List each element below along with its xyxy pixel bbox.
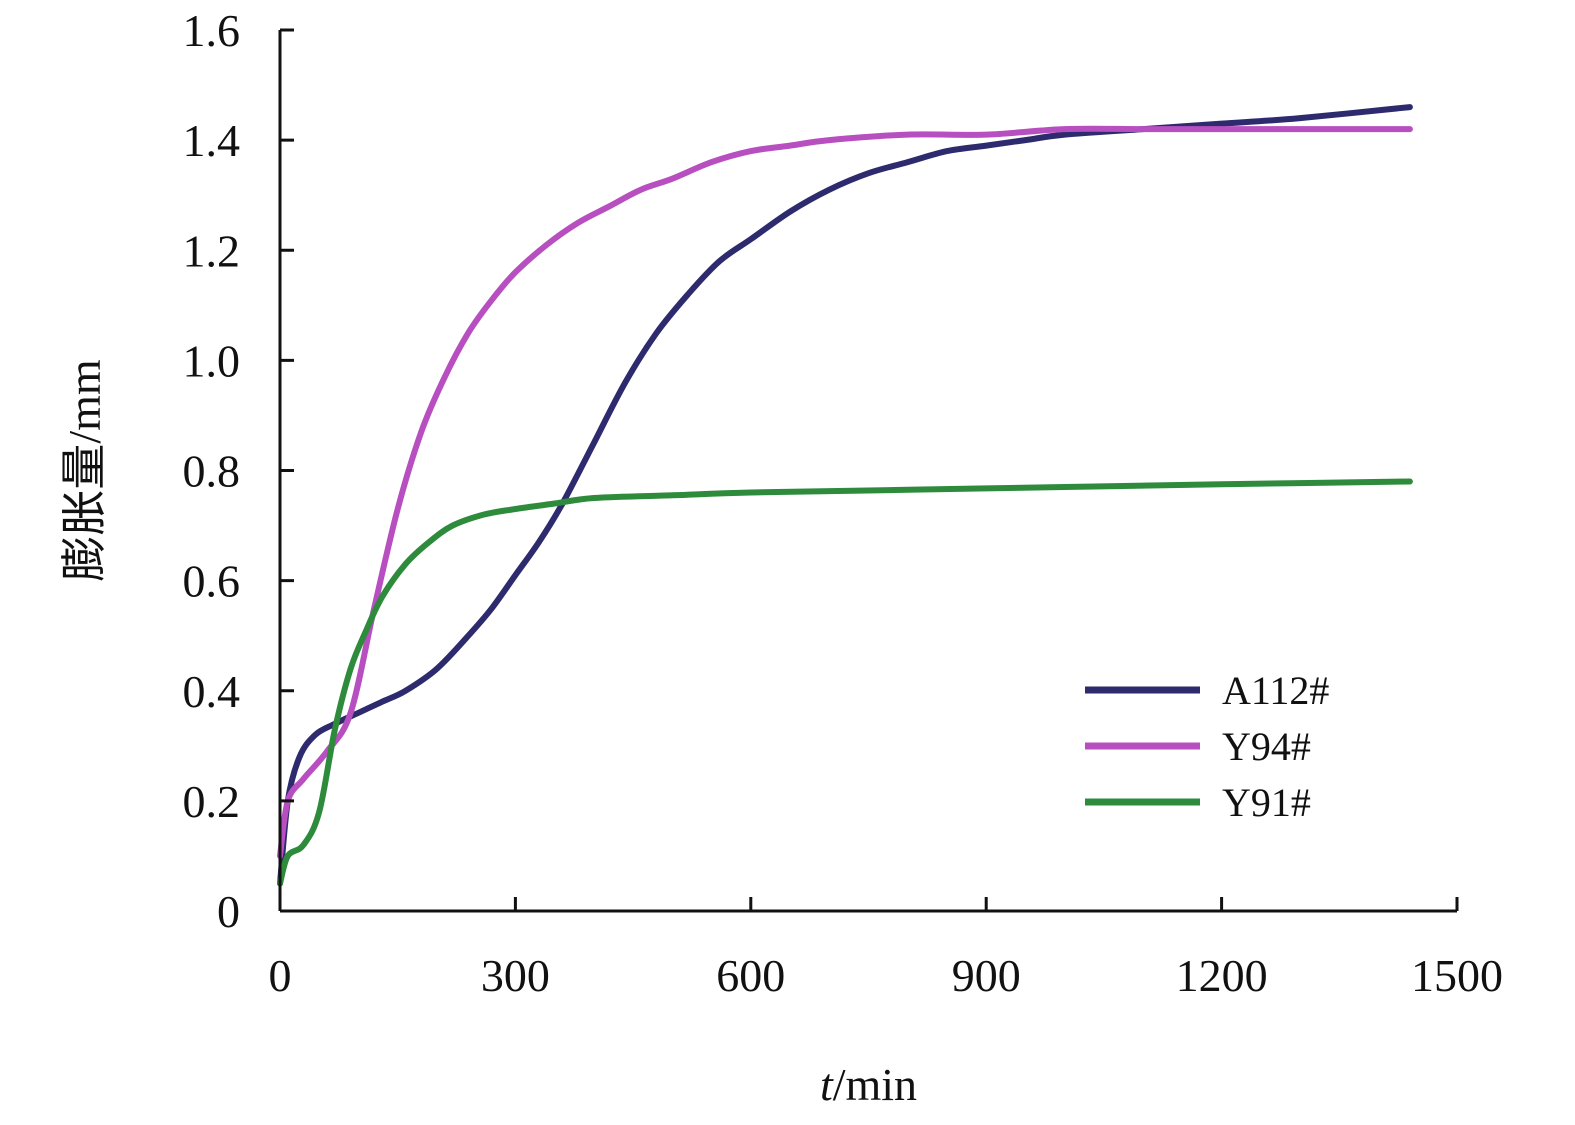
y-tick-label: 0.8 [183,446,241,497]
legend-label: Y94# [1222,724,1311,769]
legend: A112# Y94# Y91# [1085,668,1329,825]
y-tick-label: 1.2 [183,225,241,276]
x-axis-title-rest: /min [833,1059,917,1110]
y-tick-label: 1.0 [183,335,241,386]
series-line-a112 [277,104,1413,887]
x-tick-label: 300 [481,950,550,1001]
x-tick-label: 1200 [1176,950,1268,1001]
y-tick-label: 1.4 [183,115,241,166]
series-line-y91 [277,478,1413,887]
axes-layer [278,30,1457,913]
series-line-y94 [277,125,1413,859]
x-tick-label: 1500 [1411,950,1503,1001]
x-tick-label: 0 [269,950,292,1001]
x-tick-label: 900 [952,950,1021,1001]
series-layer [277,104,1413,887]
legend-label: Y91# [1222,780,1311,825]
legend-label: A112# [1222,668,1329,713]
y-tick-label: 1.6 [183,5,241,56]
y-tick-label: 0 [217,886,240,937]
y-tick-label: 0.4 [183,666,241,717]
y-axis-title: 膨胀量/mm [59,359,110,582]
x-axis-title: t/min [820,1059,917,1110]
y-tick-label: 0.2 [183,776,241,827]
x-tick-label: 600 [716,950,785,1001]
y-tick-label: 0.6 [183,556,241,607]
x-axis-title-italic: t [820,1059,834,1110]
ticks-layer: 0 300 600 900 1200 1500 0 0.2 0.4 0.6 0.8 1.0 1.2 1.4… [183,5,1504,1001]
